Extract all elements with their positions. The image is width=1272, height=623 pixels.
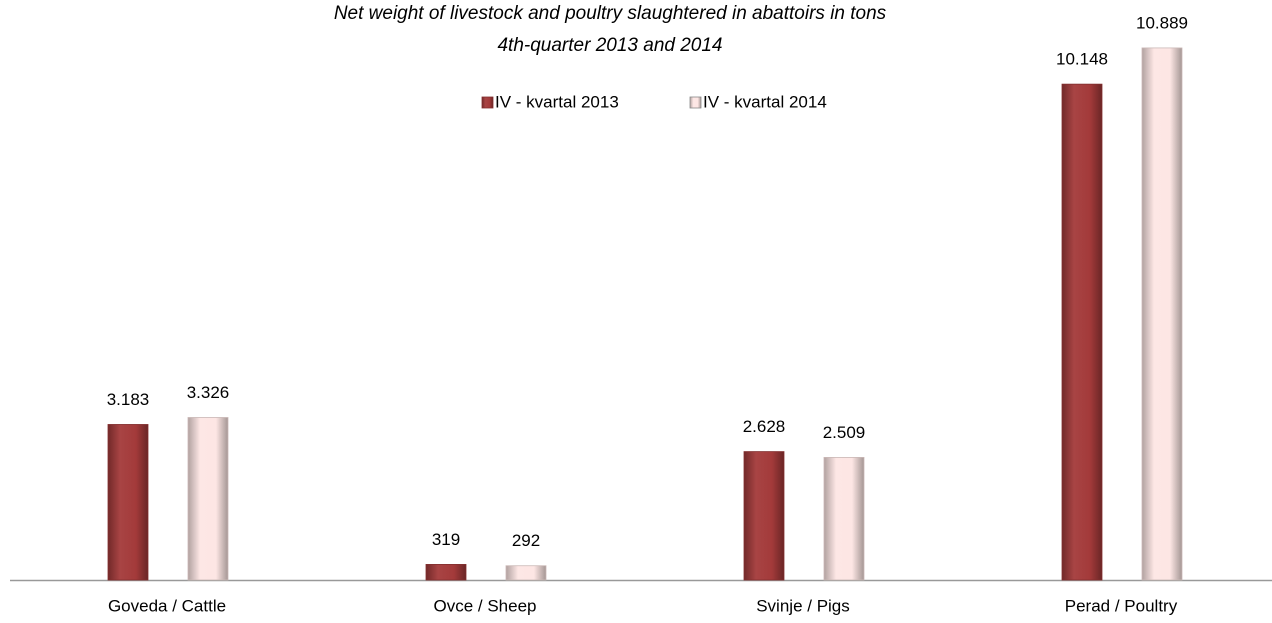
x-tick-label: Ovce / Sheep (433, 596, 536, 615)
legend-marker (481, 96, 494, 109)
data-label: 10.889 (1136, 13, 1188, 32)
bar (425, 564, 467, 581)
legend-label: IV - kvartal 2014 (703, 92, 827, 111)
x-tick-label: Svinje / Pigs (756, 596, 850, 615)
chart-subtitle: 4th-quarter 2013 and 2014 (497, 35, 722, 56)
data-label: 292 (512, 531, 540, 550)
legend-label: IV - kvartal 2013 (495, 92, 619, 111)
data-label: 319 (432, 530, 460, 549)
bar (107, 424, 149, 581)
data-label: 10.148 (1056, 50, 1108, 69)
x-tick-label: Goveda / Cattle (108, 596, 226, 615)
chart-title: Net weight of livestock and poultry slau… (334, 3, 887, 24)
bar (1141, 47, 1183, 581)
data-label: 3.326 (187, 383, 230, 402)
data-label: 3.183 (107, 390, 150, 409)
x-tick-label: Perad / Poultry (1065, 596, 1178, 615)
bar (1061, 83, 1103, 581)
bar (823, 457, 865, 581)
bar (187, 417, 229, 581)
data-label: 2.628 (743, 417, 786, 436)
bar (743, 451, 785, 581)
legend-marker (689, 96, 702, 109)
bar (505, 565, 547, 581)
data-label: 2.509 (823, 423, 866, 442)
